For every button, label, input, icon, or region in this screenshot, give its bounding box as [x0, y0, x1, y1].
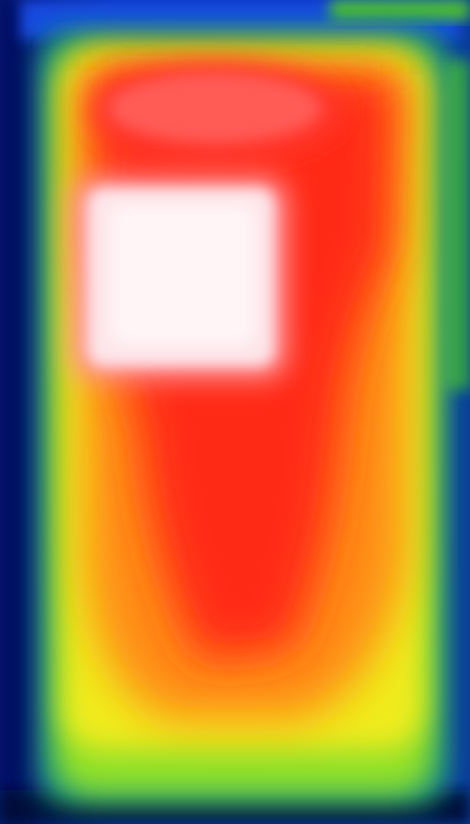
- cold-edge-left: [0, 0, 30, 824]
- hotspot-core: [110, 205, 255, 345]
- panel-top-hot-core: [110, 74, 320, 142]
- green-top-right: [330, 0, 470, 20]
